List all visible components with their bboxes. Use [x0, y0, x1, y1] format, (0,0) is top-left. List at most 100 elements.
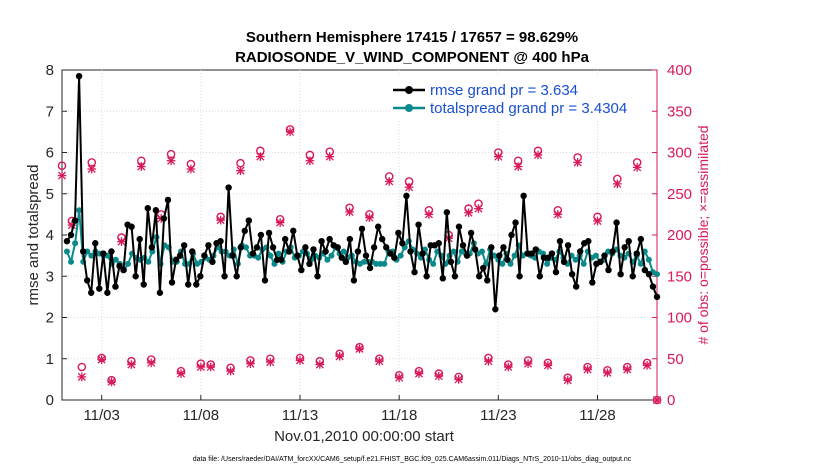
obs-assimilated-marker	[246, 359, 255, 369]
rmse-point	[516, 273, 523, 280]
obs-assimilated-marker	[87, 164, 97, 174]
obs-assimilated-marker	[384, 177, 394, 186]
x-axis: 11/03 11/08 11/13 11/18 11/23 11/28	[83, 395, 616, 424]
rmse-point	[463, 252, 471, 259]
totalspread-point	[255, 254, 262, 261]
obs-assimilated-marker	[474, 204, 483, 213]
totalspread-point	[572, 256, 579, 263]
rmse-point	[172, 256, 180, 263]
totalspread-point	[63, 248, 70, 255]
rmse-point	[205, 242, 212, 249]
rmse-point	[156, 289, 164, 296]
rmse-point	[366, 264, 374, 272]
y-tick-label-right: 300	[667, 145, 692, 162]
rmse-point	[152, 207, 160, 214]
obs-assimilated-marker	[622, 365, 632, 374]
rmse-point	[314, 273, 321, 280]
rmse-point	[556, 237, 564, 245]
rmse-point	[160, 215, 168, 222]
obs-assimilated-marker	[553, 210, 563, 219]
rmse-point	[423, 273, 430, 280]
obs-assimilated-marker	[226, 366, 235, 376]
y-tick-label-right: 0	[667, 392, 675, 409]
series-lines	[63, 72, 661, 313]
y-tick-label-right: 50	[667, 351, 684, 368]
rmse-point	[415, 221, 422, 228]
rmse-point	[338, 254, 345, 261]
rmse-point	[201, 252, 208, 259]
totalspread-point	[340, 248, 347, 255]
rmse-point	[419, 250, 426, 257]
x-tick-label: 11/18	[381, 407, 417, 424]
obs-assimilated-marker	[454, 375, 463, 384]
obs-possible-marker	[77, 362, 87, 372]
rmse-point	[621, 244, 628, 251]
rmse-point	[63, 237, 71, 245]
obs-assimilated-marker	[57, 171, 67, 180]
totalspread-point	[511, 252, 518, 259]
obs-assimilated-marker	[404, 182, 414, 192]
rmse-point	[326, 235, 333, 243]
obs-assimilated-marker	[285, 127, 295, 137]
rmse-point	[96, 285, 103, 292]
rmse-point	[310, 246, 317, 253]
x-tick-label: 11/03	[83, 407, 119, 424]
rmse-point	[504, 256, 511, 263]
obs-assimilated-marker	[484, 356, 493, 366]
rmse-point	[383, 244, 390, 251]
y-tick-label-right: 250	[667, 186, 692, 203]
rmse-point	[362, 252, 370, 259]
obs-assimilated-marker	[365, 213, 374, 222]
obs-assimilated-marker	[593, 216, 602, 226]
obs-assimilated-marker	[206, 362, 216, 372]
totalspread-point	[324, 256, 331, 263]
x-tick-label: 11/23	[480, 407, 516, 424]
rmse-point	[403, 192, 410, 200]
rmse-point	[399, 240, 406, 247]
rmse-point	[387, 250, 394, 257]
rmse-point	[116, 262, 123, 270]
obs-assimilated-marker	[345, 207, 354, 217]
rmse-point	[144, 204, 151, 212]
rmse-point	[633, 250, 640, 257]
rmse-point	[467, 229, 475, 237]
obs-assimilated-marker	[543, 361, 553, 370]
rmse-point	[613, 219, 620, 226]
rmse-point	[508, 231, 515, 239]
y-tick-label-right: 200	[667, 227, 692, 244]
rmse-point	[132, 273, 139, 280]
rmse-point	[245, 217, 253, 224]
obs-assimilated-marker	[613, 179, 622, 189]
y-tick-label-right: 100	[667, 310, 692, 327]
totalspread-point	[645, 256, 652, 263]
y-tick-label-right: 150	[667, 268, 692, 285]
rmse-point	[544, 254, 552, 261]
rmse-point	[378, 235, 386, 243]
obs-assimilated-marker	[335, 351, 344, 361]
obs-assimilated-marker	[325, 152, 335, 161]
rmse-point	[92, 240, 99, 247]
obs-assimilated-marker	[434, 371, 444, 381]
rmse-point	[358, 225, 366, 233]
obs-assimilated-marker	[414, 369, 424, 378]
rmse-point	[492, 306, 499, 313]
obs-assimilated-marker	[305, 156, 315, 166]
totalspread-point	[397, 252, 404, 259]
x-axis-label: Nov.01,2010 00:00:00 start	[274, 428, 455, 445]
rmse-point	[281, 235, 289, 243]
rmse-point	[536, 273, 543, 280]
totalspread-point	[112, 256, 119, 263]
rmse-point	[589, 279, 596, 286]
y-tick-label-left: 5	[46, 186, 54, 203]
rmse-point	[475, 273, 483, 280]
totalspread-point	[479, 248, 486, 255]
x-tick-label: 11/13	[282, 407, 318, 424]
rmse-point	[568, 270, 576, 278]
rmse-point	[176, 252, 184, 259]
obs-assimilated-marker	[146, 358, 156, 368]
obs-assimilated-marker	[523, 359, 533, 369]
rmse-point	[649, 283, 657, 290]
obs-assimilated-marker	[503, 362, 513, 372]
rmse-point	[286, 248, 293, 255]
